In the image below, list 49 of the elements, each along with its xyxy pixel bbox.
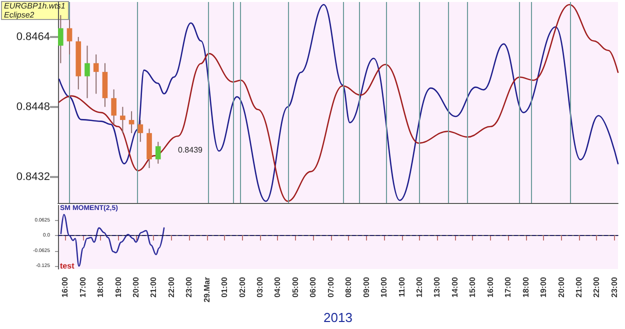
y-tick-label: 0.8432 xyxy=(16,170,50,183)
x-tick-label: 01:00 xyxy=(220,276,230,298)
annotation: test xyxy=(60,262,75,270)
x-tick-label: 16:00 xyxy=(60,276,70,298)
x-tick-label: 21:00 xyxy=(574,276,584,298)
x-tick-label: 11:00 xyxy=(397,276,406,298)
candlestick xyxy=(111,88,116,125)
x-tick-label: 22:00 xyxy=(592,276,602,298)
x-tick-label: 19:00 xyxy=(539,276,548,298)
y-tick-label: 0.8464 xyxy=(16,30,50,43)
x-tick-label: 20:00 xyxy=(556,276,566,298)
x-tick-label: 13:00 xyxy=(432,276,442,298)
x-tick-label: 03:00 xyxy=(256,276,265,298)
x-tick-label: 12:00 xyxy=(415,276,424,298)
x-tick-label: 05:00 xyxy=(290,276,300,298)
text: Eclipse2 xyxy=(4,10,35,20)
x-tick-label: 29.Mar xyxy=(202,277,212,302)
x-axis-title: 2013 xyxy=(324,310,352,325)
x-tick-label: 17:00 xyxy=(78,276,88,298)
x-tick-label: 02:00 xyxy=(238,276,247,298)
annotation: 0.8439 xyxy=(178,146,204,154)
x-tick-label: 08:00 xyxy=(344,276,354,298)
x-tick-label: 07:00 xyxy=(326,276,336,298)
x-tick-label: 23:00 xyxy=(184,276,194,298)
x-tick-label: 23:00 xyxy=(610,276,619,298)
x-tick-label: 10:00 xyxy=(380,276,389,298)
x-tick-label: 22:00 xyxy=(166,276,176,298)
x-tick-label: 14:00 xyxy=(450,276,460,298)
x-tick-label: 06:00 xyxy=(308,276,318,298)
line-series xyxy=(60,214,165,267)
candlestick xyxy=(93,54,99,94)
candlestick xyxy=(155,141,161,164)
x-tick-label: 15:00 xyxy=(468,276,478,298)
y-tick-label: 0.8448 xyxy=(16,100,50,113)
candlestick xyxy=(58,14,64,64)
x-tick-label: 16:00 xyxy=(486,276,495,298)
x-tick-label: 21:00 xyxy=(149,276,158,298)
x-tick-label: 04:00 xyxy=(273,276,282,298)
x-tick-label: 09:00 xyxy=(362,276,371,298)
candlestick xyxy=(120,106,126,134)
candlestick xyxy=(84,45,90,99)
candlestick xyxy=(138,119,144,142)
x-tick-label: 18:00 xyxy=(96,276,106,298)
candlestick xyxy=(66,18,72,55)
x-tick-label: 17:00 xyxy=(504,276,513,298)
x-tick-label: 19:00 xyxy=(114,276,123,298)
candlestick xyxy=(128,110,134,134)
x-tick-label: 20:00 xyxy=(131,276,140,298)
x-tick-label: 18:00 xyxy=(521,276,530,298)
